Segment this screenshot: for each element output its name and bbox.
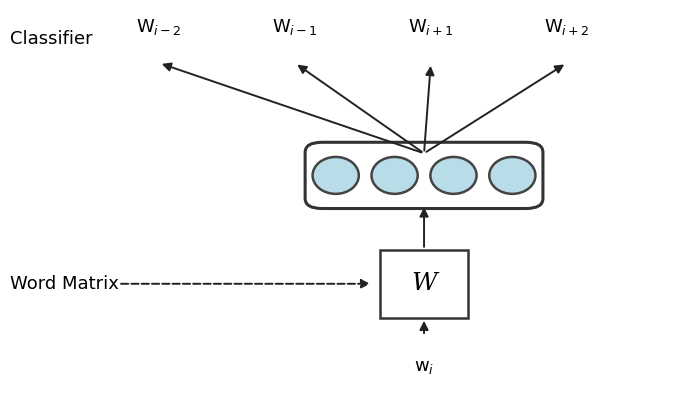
- FancyBboxPatch shape: [305, 142, 543, 208]
- Ellipse shape: [430, 157, 477, 194]
- Ellipse shape: [371, 157, 418, 194]
- FancyBboxPatch shape: [380, 249, 468, 318]
- Text: W: W: [411, 272, 437, 295]
- Text: Word Matrix: Word Matrix: [10, 275, 119, 293]
- Text: $\mathrm{W}_{i-1}$: $\mathrm{W}_{i-1}$: [272, 17, 318, 37]
- Text: $\mathrm{W}_{i-2}$: $\mathrm{W}_{i-2}$: [136, 17, 182, 37]
- Text: $\mathrm{W}_{i+1}$: $\mathrm{W}_{i+1}$: [408, 17, 453, 37]
- Ellipse shape: [489, 157, 536, 194]
- Text: $\mathrm{W}_{i+2}$: $\mathrm{W}_{i+2}$: [544, 17, 590, 37]
- Ellipse shape: [312, 157, 359, 194]
- Text: Classifier: Classifier: [10, 30, 92, 48]
- Text: $\mathrm{w}_{i}$: $\mathrm{w}_{i}$: [414, 358, 434, 376]
